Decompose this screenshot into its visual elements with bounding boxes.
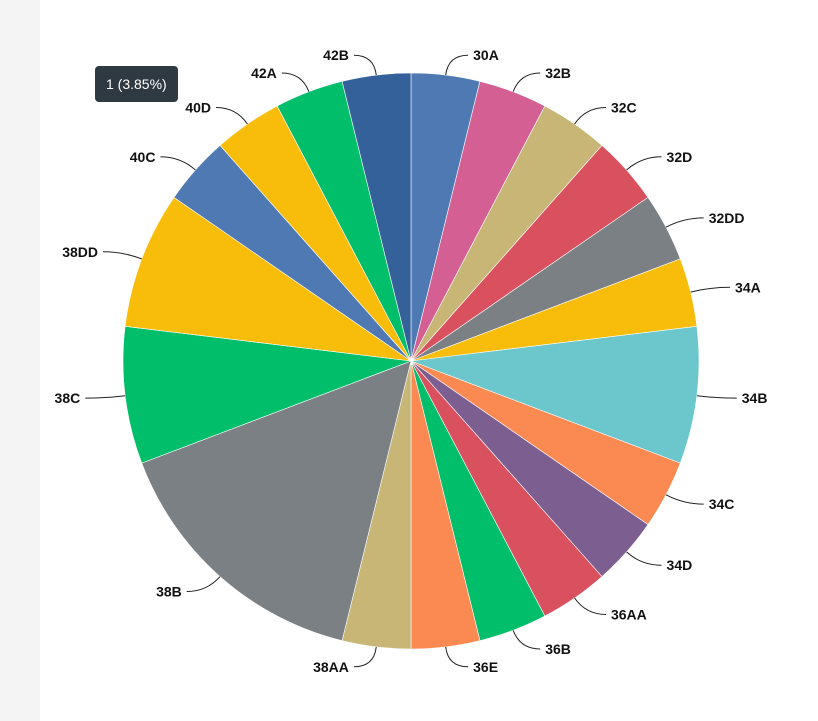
slice-label-42b: 42B xyxy=(323,47,349,63)
leader-line-32c xyxy=(574,107,606,125)
leader-line-36b xyxy=(512,630,541,650)
slice-42b[interactable] xyxy=(341,72,412,362)
left-sidebar-strip xyxy=(0,0,40,721)
slice-label-32c: 32C xyxy=(611,100,637,116)
slice-label-32d: 32D xyxy=(667,149,693,165)
leader-line-38c xyxy=(85,395,126,399)
slice-label-42a: 42A xyxy=(251,65,277,81)
slice-label-34b: 34B xyxy=(742,390,768,406)
leader-line-40c xyxy=(160,156,196,171)
slice-label-38b: 38B xyxy=(156,584,182,600)
leader-line-38dd xyxy=(103,251,142,260)
slice-label-34d: 34D xyxy=(667,557,693,573)
leader-line-42a xyxy=(281,72,310,92)
leader-line-42b xyxy=(353,54,377,76)
leader-line-34c xyxy=(665,494,704,505)
slice-label-36b: 36B xyxy=(545,641,571,657)
slice-label-32b: 32B xyxy=(545,65,571,81)
leader-line-34b xyxy=(696,395,737,399)
leader-line-38b xyxy=(186,576,221,593)
chart-area: 30A 32B 32C 32D 32DD 34A 34B 34C 34D 36AA 36B 36E 38… xyxy=(40,0,818,721)
slice-label-40d: 40D xyxy=(185,100,211,116)
slice-label-38aa: 38AA xyxy=(313,659,349,675)
leader-line-38aa xyxy=(353,646,377,668)
slice-label-40c: 40C xyxy=(130,149,156,165)
slice-38dd[interactable] xyxy=(124,196,412,362)
leader-line-32dd xyxy=(665,217,704,228)
slice-label-36aa: 36AA xyxy=(611,606,647,622)
leader-line-36aa xyxy=(574,597,606,615)
leader-line-32d xyxy=(626,156,662,171)
slice-label-30a: 30A xyxy=(473,47,499,63)
leader-line-30a xyxy=(445,54,469,76)
slice-label-34c: 34C xyxy=(709,496,735,512)
leader-line-34d xyxy=(626,551,662,566)
leader-line-32b xyxy=(512,72,541,92)
leader-line-40d xyxy=(216,107,248,125)
slice-label-36e: 36E xyxy=(473,659,498,675)
leader-line-34a xyxy=(690,286,731,293)
slice-tooltip: 1 (3.85%) xyxy=(95,66,178,102)
slice-label-34a: 34A xyxy=(735,279,761,295)
pie-chart: 30A 32B 32C 32D 32DD 34A 34B 34C 34D 36AA 36B 36E 38… xyxy=(55,47,768,675)
slice-label-32dd: 32DD xyxy=(709,210,745,226)
slice-label-38dd: 38DD xyxy=(62,244,98,260)
slice-label-38c: 38C xyxy=(55,390,81,406)
leader-line-36e xyxy=(445,646,469,668)
